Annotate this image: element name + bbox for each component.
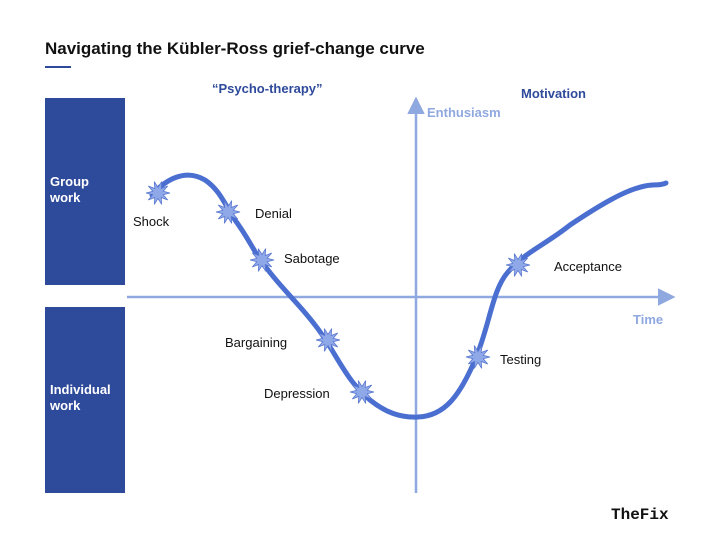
panel-label: work <box>49 190 81 205</box>
axis-label: Enthusiasm <box>427 105 501 120</box>
axis-label: Time <box>633 312 663 327</box>
panel-label: Group <box>50 174 89 189</box>
stage-label: Depression <box>264 386 330 401</box>
title: Navigating the Kübler-Ross grief-change … <box>45 39 425 58</box>
stage-label: Denial <box>255 206 292 221</box>
stage-label: Bargaining <box>225 335 287 350</box>
stage-label: Shock <box>133 214 170 229</box>
group-panel <box>45 98 125 285</box>
stage-label: Acceptance <box>554 259 622 274</box>
brand: TheFix <box>611 506 669 524</box>
panel-label: work <box>49 398 81 413</box>
heading: “Psycho-therapy” <box>212 81 323 96</box>
stage-label: Sabotage <box>284 251 340 266</box>
individual-panel <box>45 307 125 493</box>
grief-curve <box>149 172 669 420</box>
panel-label: Individual <box>50 382 111 397</box>
stage-label: Testing <box>500 352 541 367</box>
heading: Motivation <box>521 86 586 101</box>
